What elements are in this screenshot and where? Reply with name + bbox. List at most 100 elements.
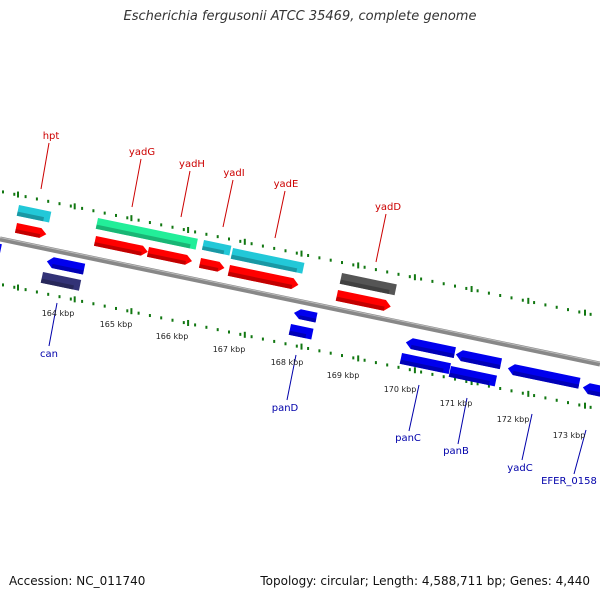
yadD-cds-arrow-shadow [335,296,385,311]
reverse-track-dot [2,283,4,287]
yadG-cds-arrow-shadow [93,242,142,256]
reverse-track-dot [408,368,411,372]
yadE-gene-block-shadow [230,254,298,273]
hpt-leader [40,142,50,190]
reverse-ticks [2,283,592,409]
yadD-gene-block [339,273,397,296]
reverse-track-dot [261,337,264,341]
forward-track-dot [239,239,242,243]
panB-cds-arrow-shadow [460,356,501,370]
gene-labels: hpt yadG yadH yadI yadE yadD can panD pa… [40,131,597,487]
forward-track-dot [295,251,298,255]
backbone-line [0,236,600,367]
reverse-track-dot [69,297,72,301]
scale-label-167: 167 kbp [213,345,246,354]
yadD-cds-arrow [335,290,391,311]
forward-track-dot [69,204,72,208]
forward-track-dot [465,286,468,290]
EFER_0158-cds-arrow [582,383,600,399]
yadC-leader [521,413,533,461]
yadI-gene-block [201,240,232,256]
reverse-track-dot [284,342,287,346]
reverse-track-dot [92,302,95,306]
forward-track-dot [442,282,445,286]
hpt-gene-block-shadow [16,211,45,222]
can-cds-arrow-shadow [51,263,84,275]
scale-labels: 164 kbp 165 kbp 166 kbp 167 kbp 168 kbp … [42,309,586,440]
hpt-cds-arrow-shadow [14,229,41,238]
reverse-track-dot [171,318,174,322]
reverse-track-major-tick [527,390,530,397]
yadC-cds-arrow-shadow [512,370,580,389]
forward-track-dot [329,258,332,262]
forward-track-dot [273,246,276,250]
panC-gene-block [399,353,451,374]
reverse-track-major-tick [130,308,133,315]
forward-track-dot [92,209,95,213]
reverse-track-major-tick [357,355,360,362]
reverse-track-major-tick [413,367,416,374]
forward-track-major-tick [73,203,76,210]
reverse-track-dot [454,377,456,381]
reverse-track-dot [205,325,208,329]
hpt-cds-arrow [14,223,47,238]
forward-track-dot [47,199,50,203]
forward-track-dot [194,230,197,234]
reverse-track-major-tick [584,402,586,409]
forward-track-dot [228,237,230,241]
forward-track-dot [476,289,479,293]
panB-cds-arrow [455,350,503,370]
yadH-cds-arrow-shadow [146,253,186,265]
forward-track-dot [533,301,536,305]
yadE-leader [274,190,286,239]
panC-cds-arrow [405,338,456,358]
panC-gene-block-shadow [399,359,444,373]
yadG-gene-block-shadow [95,224,191,249]
reverse-track-dot [318,349,321,353]
yadE-gene-block [230,248,305,274]
forward-track-dot [58,202,61,206]
reverse-track-major-tick [73,296,76,303]
reverse-track-dot [295,344,298,348]
forward-track-major-tick [130,215,133,222]
reverse-track-dot [521,391,524,395]
reverse-track-dot [544,396,547,400]
reverse-track-major-tick [300,343,303,350]
forward-track-dot [160,223,163,227]
hpt-gene-block [16,205,52,223]
reverse-track-dot [307,346,310,350]
forward-track-major-tick [584,309,586,316]
forward-track-dot [2,190,4,194]
yadG-leader [131,158,142,208]
scale-label-165: 165 kbp [100,320,133,329]
reverse-track-dot [363,358,366,362]
forward-track-dot [397,272,400,276]
forward-track-dot [510,296,513,300]
gene-label-yadE: yadE [274,179,299,190]
yadG-gene-block [95,218,198,250]
forward-track-major-tick [300,250,303,257]
forward-track-major-tick [243,238,246,245]
reverse-track-major-tick [17,284,19,291]
yadH-cds-arrow [146,247,193,265]
reverse-track-dot [555,398,558,402]
reverse-track-dot [103,304,106,308]
EFER_0158-cds-arrow-shape [582,383,600,399]
yadC-cds-arrow [507,364,581,389]
gene-label-EFER_0158: EFER_0158 [541,476,597,487]
forward-track-dot [555,305,558,309]
reverse-track-major-tick [243,331,246,338]
forward-track-dot [250,242,253,246]
forward-track-dot [420,277,423,281]
accession-text: Accession: NC_011740 [9,574,146,588]
forward-ticks [2,190,592,316]
reverse-track-dot [533,394,536,398]
forward-track-major-tick [527,297,530,304]
yadI-gene-block-shadow [201,246,225,255]
panD-gene-block-shadow [288,330,307,339]
reverse-track-dot [273,339,276,343]
EFER_0158-leader [573,429,587,475]
backbone-highlight [0,237,600,363]
forward-track-dot [386,270,389,274]
